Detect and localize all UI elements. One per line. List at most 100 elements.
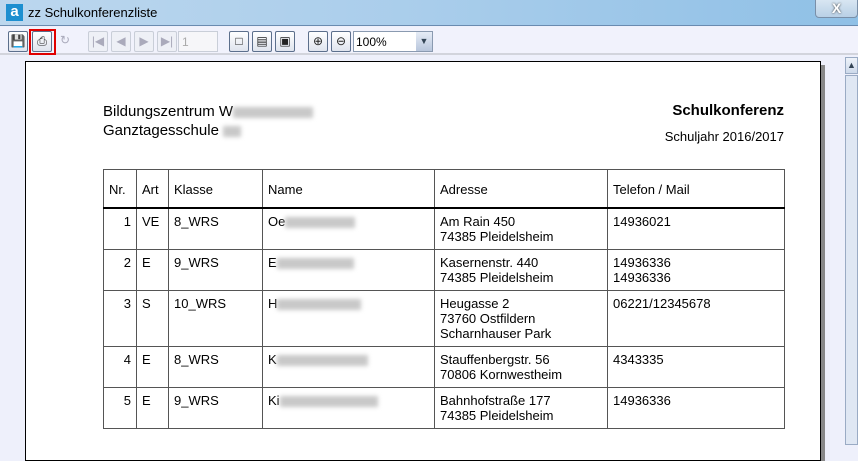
cell-adresse: Heugasse 2 73760 Ostfildern Scharnhauser P… <box>434 290 608 347</box>
cell-nr: 3 <box>103 290 137 347</box>
cell-art: E <box>136 346 169 388</box>
cell-name: K <box>262 346 435 388</box>
cell-art: E <box>136 249 169 291</box>
phone-1: 14936336 <box>613 393 671 408</box>
zoom-out-icon[interactable]: ⊖ <box>331 31 351 52</box>
table-row: 5 E 9_WRS Ki Bahnhofstraße 177 74385 Plei… <box>103 387 785 429</box>
cell-adresse: Stauffenbergstr. 56 70806 Kornwestheim <box>434 346 608 388</box>
name-initial: K <box>268 352 277 367</box>
name-initial: H <box>268 296 278 311</box>
cell-klasse: 8_WRS <box>168 346 263 388</box>
cell-nr: 4 <box>103 346 137 388</box>
address-city: 74385 Pleidelsheim <box>440 229 554 244</box>
cell-klasse: 10_WRS <box>168 290 263 347</box>
table-row: 3 S 10_WRS H Heugasse 2 73760 Ostfildern S… <box>103 290 785 347</box>
close-button[interactable]: X <box>815 0 858 18</box>
scroll-up-icon[interactable]: ▲ <box>845 57 858 74</box>
cell-name: Oe <box>262 207 435 250</box>
print-icon[interactable]: ⎙ <box>32 31 52 52</box>
page-number-input[interactable]: 1 <box>178 31 218 52</box>
phone-1: 06221/12345678 <box>613 296 711 311</box>
cell-art: VE <box>136 207 169 250</box>
redacted <box>276 355 368 367</box>
print-highlight <box>29 29 56 55</box>
last-page-icon[interactable]: ▶| <box>157 31 177 52</box>
whole-page-icon[interactable]: ▣ <box>275 31 295 52</box>
cell-art: E <box>136 387 169 429</box>
name-initial: E <box>268 255 277 270</box>
cell-telefon: 14936336 14936336 <box>607 249 785 291</box>
table-row: 1 VE 8_WRS Oe Am Rain 450 74385 Pleidelsh… <box>103 207 785 250</box>
phone-1: 14936336 <box>613 255 671 270</box>
cell-art: S <box>136 290 169 347</box>
redacted <box>277 299 362 311</box>
cell-name: H <box>262 290 435 347</box>
member-table: Nr. Art Klasse Name Adresse Telefon / Ma… <box>103 169 785 429</box>
redacted <box>285 217 356 229</box>
cell-name: Ki <box>262 387 435 429</box>
title-bar: a zz Schulkonferenzliste X <box>0 0 858 26</box>
cell-adresse: Bahnhofstraße 177 74385 Pleidelsheim <box>434 387 608 429</box>
save-icon[interactable]: 💾 <box>8 31 28 52</box>
cell-klasse: 8_WRS <box>168 207 263 250</box>
cell-nr: 1 <box>103 207 137 250</box>
col-nr: Nr. <box>103 169 137 209</box>
address-extra: Scharnhauser Park <box>440 326 552 341</box>
report-page: Bildungszentrum W Ganztagesschule Schulk… <box>25 61 821 461</box>
col-telefon: Telefon / Mail <box>607 169 785 209</box>
zoom-value: 100% <box>356 35 387 49</box>
cell-adresse: Am Rain 450 74385 Pleidelsheim <box>434 207 608 250</box>
name-initial: Ki <box>268 393 280 408</box>
address-street: Stauffenbergstr. 56 <box>440 352 550 367</box>
prev-page-icon[interactable]: ◀ <box>111 31 131 52</box>
redacted <box>233 106 314 118</box>
address-city: 73760 Ostfildern <box>440 311 536 326</box>
phone-1: 14936021 <box>613 214 671 229</box>
first-page-icon[interactable]: |◀ <box>88 31 108 52</box>
address-city: 74385 Pleidelsheim <box>440 408 554 423</box>
school-line-2: Ganztagesschule <box>103 122 219 139</box>
zoom-select[interactable]: 100% ▼ <box>353 31 433 52</box>
address-city: 70806 Kornwestheim <box>440 367 563 382</box>
address-street: Kasernenstr. 440 <box>440 255 539 270</box>
scroll-thumb[interactable] <box>845 75 858 445</box>
table-row: 4 E 8_WRS K Stauffenbergstr. 56 70806 Kor… <box>103 346 785 388</box>
address-city: 74385 Pleidelsheim <box>440 270 554 285</box>
vertical-scrollbar[interactable]: ▲ <box>845 57 858 451</box>
cell-nr: 2 <box>103 249 137 291</box>
chevron-down-icon[interactable]: ▼ <box>416 32 432 51</box>
col-klasse: Klasse <box>168 169 263 209</box>
cell-klasse: 9_WRS <box>168 249 263 291</box>
cell-klasse: 9_WRS <box>168 387 263 429</box>
cell-nr: 5 <box>103 387 137 429</box>
col-adresse: Adresse <box>434 169 608 209</box>
name-initial: Oe <box>268 214 286 229</box>
school-line-1: Bildungszentrum W <box>103 103 234 120</box>
cell-name: E <box>262 249 435 291</box>
toolbar: 💾 ⎙ ↻ |◀ ◀ ▶ ▶| 1 □ ▤ ▣ ⊕ ⊖ 100% ▼ <box>0 27 858 55</box>
school-year: Schuljahr 2016/2017 <box>664 129 784 144</box>
cell-telefon: 14936021 <box>607 207 785 250</box>
refresh-icon[interactable]: ↻ <box>59 33 71 47</box>
redacted <box>223 125 242 137</box>
redacted <box>276 258 354 270</box>
col-name: Name <box>262 169 435 209</box>
report-title: Schulkonferenz <box>672 102 784 119</box>
cell-telefon: 14936336 <box>607 387 785 429</box>
phone-1: 4343335 <box>613 352 664 367</box>
address-street: Bahnhofstraße 177 <box>440 393 551 408</box>
col-art: Art <box>136 169 169 209</box>
app-icon: a <box>6 4 23 21</box>
cell-adresse: Kasernenstr. 440 74385 Pleidelsheim <box>434 249 608 291</box>
zoom-in-icon[interactable]: ⊕ <box>308 31 328 52</box>
table-row: 2 E 9_WRS E Kasernenstr. 440 74385 Pleide… <box>103 249 785 291</box>
next-page-icon[interactable]: ▶ <box>134 31 154 52</box>
redacted <box>279 396 378 408</box>
single-page-icon[interactable]: □ <box>229 31 249 52</box>
address-street: Heugasse 2 <box>440 296 510 311</box>
window-title: zz Schulkonferenzliste <box>28 5 158 20</box>
page-width-icon[interactable]: ▤ <box>252 31 272 52</box>
address-street: Am Rain 450 <box>440 214 516 229</box>
cell-telefon: 4343335 <box>607 346 785 388</box>
phone-2: 14936336 <box>613 270 671 285</box>
